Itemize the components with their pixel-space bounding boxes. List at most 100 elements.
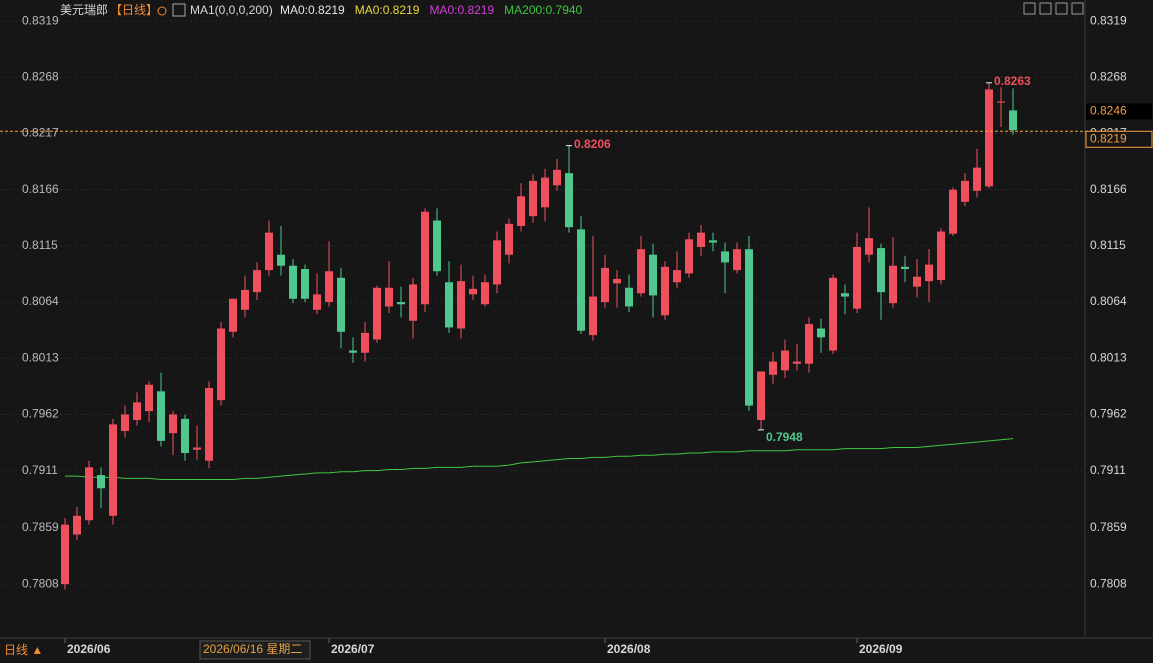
y-tick-label-left: 0.8319 [22,13,59,27]
candle-body [841,293,849,297]
candle-body [829,277,837,351]
indicator-value: MA0:0.8219 [429,3,494,17]
candle-body [745,249,753,406]
candle-body [385,287,393,307]
period-button[interactable]: 日线 ▲ [4,643,43,657]
candle-body [457,281,465,329]
indicator-icon[interactable] [172,3,186,17]
candle-body [901,266,909,270]
candle-body [505,223,513,255]
candle-body [853,246,861,309]
candle-body [85,467,93,521]
candle-body [733,249,741,271]
candle-body [709,240,717,243]
y-tick-label-left: 0.8217 [22,126,59,140]
candle-body [265,232,273,271]
candle-body [289,265,297,299]
x-tick-label: 2026/08 [607,642,651,656]
candle-body [997,101,1005,103]
candle-body [637,249,645,294]
candle-body [961,180,969,202]
candle-body [865,238,873,255]
candle-body [277,254,285,266]
candle-body [397,302,405,305]
candle-body [241,289,249,310]
candle-body [73,515,81,535]
candle-body [409,284,417,321]
y-tick-label: 0.7808 [1090,576,1127,590]
price-tag-label: 0.8219 [1090,131,1127,145]
candle-body [565,173,573,228]
candle-body [337,277,345,332]
x-tick-label: 2026/07 [331,642,375,656]
candle-body [949,189,957,234]
candle-body [325,271,333,303]
button[interactable] [1055,2,1068,15]
candle-body [589,296,597,336]
candle-body [157,391,165,441]
ma-line [65,438,1014,480]
candle-body [985,89,993,187]
x-tick-label: 2026/06 [67,642,111,656]
y-tick-label: 0.7911 [1090,463,1126,477]
candle-body [109,424,117,516]
annotation: 0.7948 [766,430,803,444]
button[interactable] [1039,2,1052,15]
candle-body [973,167,981,191]
y-tick-label: 0.8268 [1090,69,1127,83]
button[interactable] [1023,2,1036,15]
crosshair-box [199,640,311,660]
candle-body [145,384,153,412]
price-tag [1085,130,1153,148]
x-tick-label: 2026/09 [859,642,903,656]
y-tick-label: 0.8013 [1090,350,1127,364]
candle-body [217,328,225,401]
candle-body [685,239,693,274]
candle-body [529,180,537,217]
candle-body [769,361,777,375]
y-tick-label: 0.7962 [1090,407,1127,421]
annotation: 0.8206 [574,137,611,151]
candle-body [541,177,549,208]
y-tick-label: 0.8319 [1090,13,1127,27]
candle-body [349,350,357,353]
candle-body [781,350,789,371]
candle-body [361,332,369,353]
candle-body [133,402,141,420]
button[interactable] [1071,2,1084,15]
candle-body [673,270,681,283]
candle-body [577,229,585,331]
candle-body [493,240,501,285]
candle-body [445,282,453,328]
candle-body [205,388,213,461]
candle-body [469,288,477,295]
y-tick-label-left: 0.8013 [22,350,59,364]
candle-body [721,251,729,263]
candle-body [253,270,261,293]
settings-icon[interactable] [157,6,167,16]
candle-body [937,231,945,281]
annotation: 0.8263 [994,74,1031,88]
indicator: MA1(0,0,0,200) [190,3,273,17]
y-tick-label-left: 0.8268 [22,69,59,83]
candle-body [697,232,705,247]
indicator-value: MA0:0.8219 [355,3,420,17]
candle-body [757,371,765,420]
candle-body [517,196,525,227]
candle-body [661,266,669,316]
candle-body [613,278,621,284]
indicator-value: MA0:0.8219 [280,3,345,17]
y-tick-label-left: 0.7962 [22,407,59,421]
window-controls[interactable] [1023,2,1084,15]
candle-body [889,265,897,304]
candle-body [181,418,189,454]
candle-body [481,282,489,305]
candle-body [301,269,309,299]
y-tick-label-left: 0.7859 [22,520,59,534]
candle-body [97,475,105,489]
candle-body [817,328,825,338]
candle-body [433,220,441,272]
